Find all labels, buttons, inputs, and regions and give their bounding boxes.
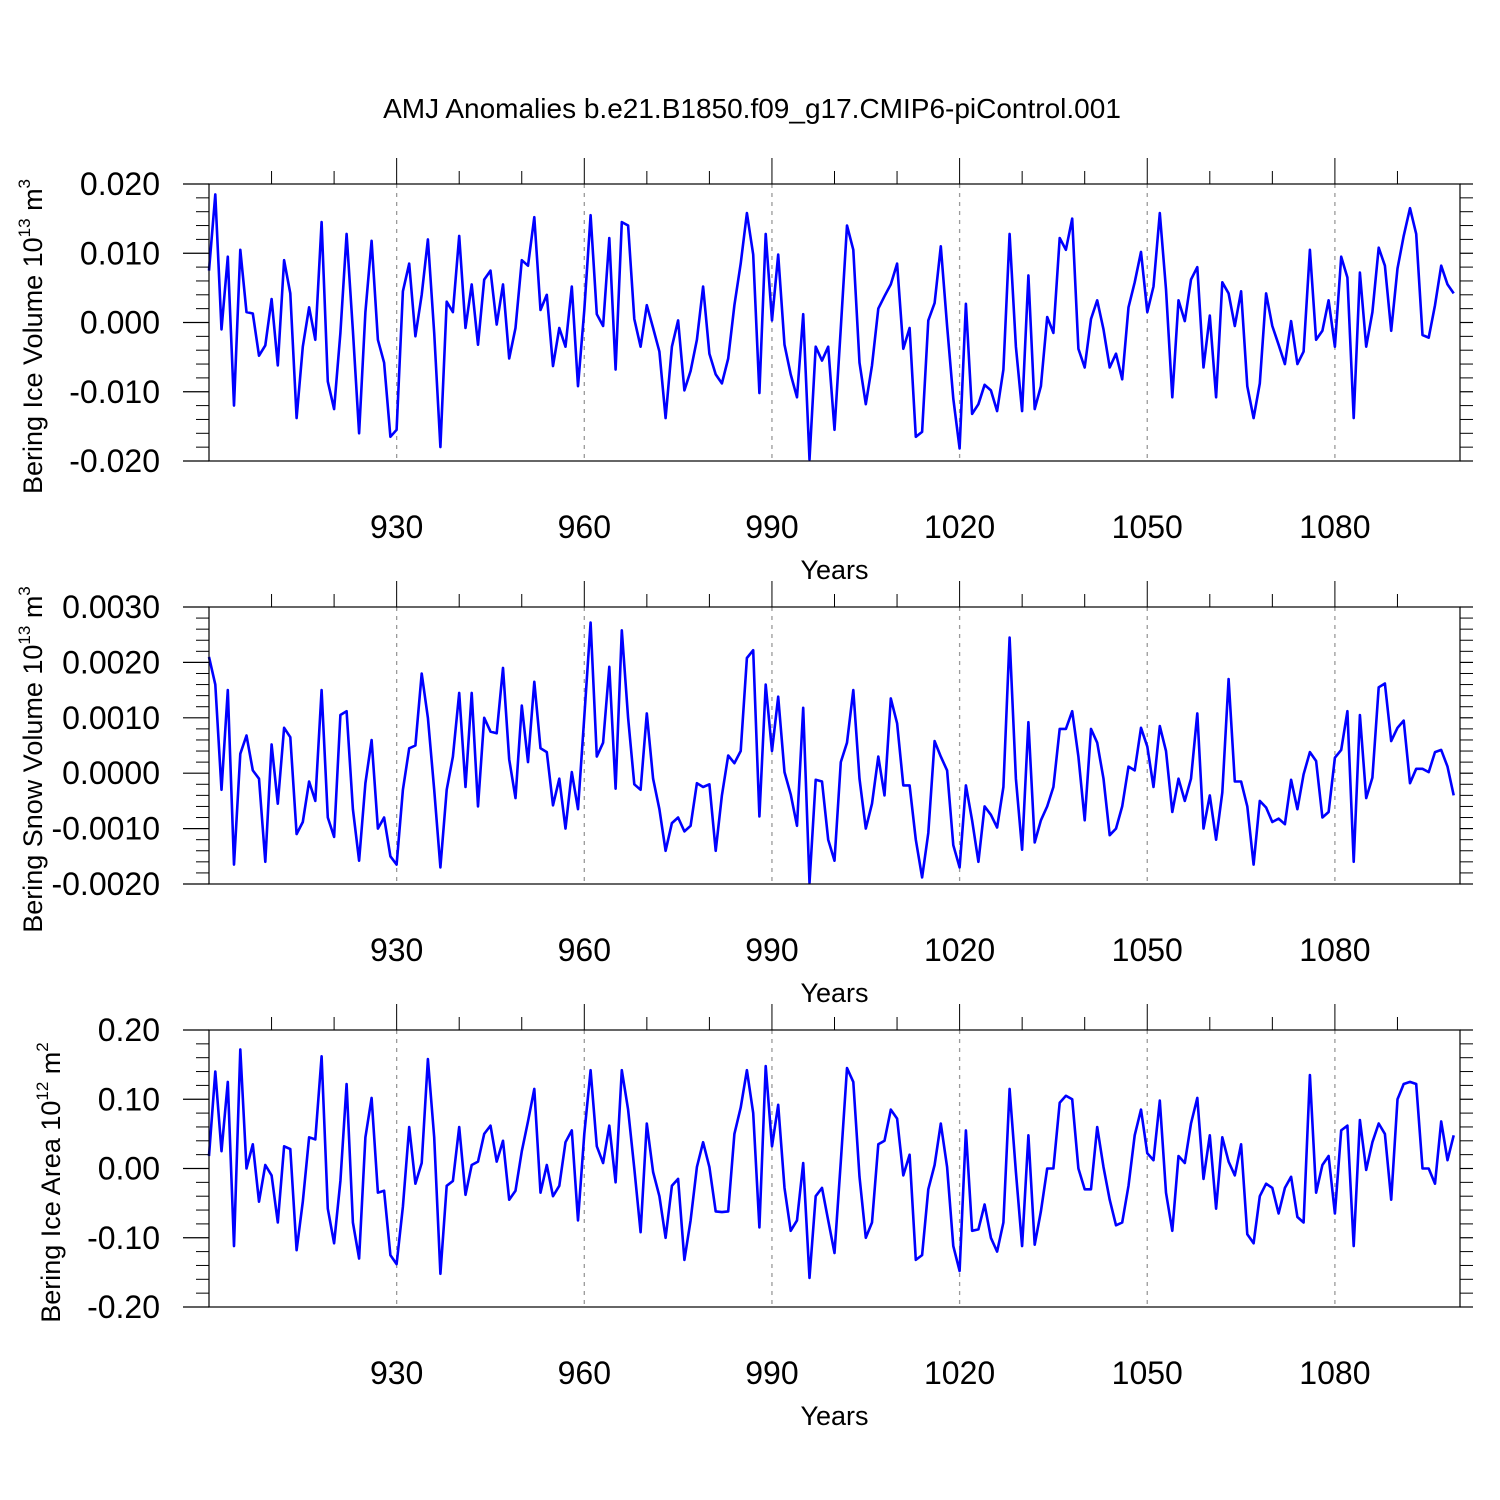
y-tick-label: 0.20 [98,1012,160,1048]
x-tick-label: 1080 [1299,509,1370,545]
y-axis-label-unit-exponent: 3 [15,586,34,595]
y-tick-label: -0.010 [69,374,160,410]
series-line [207,621,1455,885]
y-tick-label: 0.020 [80,166,160,202]
y-axis-label: Bering Ice Area 1012 m2 [33,1042,66,1323]
x-tick-label: 930 [370,1355,423,1391]
x-tick-label: 930 [370,932,423,968]
y-tick-label: -0.10 [87,1220,160,1256]
x-tick-label: 960 [558,1355,611,1391]
panel-snow-volume: -0.0020 -0.0010 0.0000 0.0010 0.0020 0.0030 93… [15,581,1473,1008]
y-axis-label-text: Bering Ice Area 10 [36,1101,66,1323]
x-tick-label: 930 [370,509,423,545]
x-tick-label: 1020 [924,1355,995,1391]
x-tick-label: 1050 [1112,932,1183,968]
x-tick-label: 1050 [1112,1355,1183,1391]
y-axis-label-exponent: 13 [15,626,34,645]
y-axis-label-unit: m [18,188,48,218]
y-axis-label-unit-exponent: 2 [33,1042,52,1051]
y-axis-label-text: Bering Snow Volume 10 [18,645,48,933]
y-tick-label: 0.10 [98,1081,160,1117]
x-tick-label: 990 [745,509,798,545]
y-axis-label-exponent: 12 [33,1082,52,1101]
y-axis-label: Bering Ice Volume 1013 m3 [15,179,48,494]
x-tick-label: 1050 [1112,509,1183,545]
panel-ice-area: -0.20 -0.10 0.00 0.10 0.20 930 960 990 1020 1050 1… [33,1004,1473,1431]
x-tick-label: 960 [558,509,611,545]
y-axis-label-unit: m [18,596,48,626]
y-axis-label-unit-exponent: 3 [15,179,34,188]
series-line [207,1048,1455,1280]
y-tick-label: -0.0020 [51,866,160,902]
y-tick-label: -0.20 [87,1289,160,1325]
x-tick-label: 1080 [1299,1355,1370,1391]
x-tick-label: 990 [745,1355,798,1391]
x-axis-label: Years [800,555,868,585]
y-axis-label-text: Bering Ice Volume 10 [18,237,48,494]
x-axis-label: Years [800,978,868,1008]
panel-ice-volume: -0.020 -0.010 0.000 0.010 0.020 930 960 990 1020… [15,158,1473,585]
y-tick-label: 0.0020 [62,644,160,680]
y-tick-label: 0.00 [98,1151,160,1187]
y-tick-label: 0.0030 [62,589,160,625]
series-line [207,193,1455,461]
y-axis-label: Bering Snow Volume 1013 m3 [15,586,48,933]
y-tick-label: 0.010 [80,235,160,271]
x-axis-label: Years [800,1401,868,1431]
y-tick-label: 0.0000 [62,755,160,791]
y-axis-label-exponent: 13 [15,218,34,237]
y-axis-label-unit: m [36,1052,66,1082]
x-tick-label: 1020 [924,509,995,545]
x-tick-label: 1080 [1299,932,1370,968]
chart-title: AMJ Anomalies b.e21.B1850.f09_g17.CMIP6-… [383,93,1121,124]
x-tick-label: 990 [745,932,798,968]
x-tick-label: 960 [558,932,611,968]
y-tick-label: -0.0010 [51,811,160,847]
y-tick-label: -0.020 [69,443,160,479]
y-tick-label: 0.000 [80,305,160,341]
x-tick-label: 1020 [924,932,995,968]
y-tick-label: 0.0010 [62,700,160,736]
